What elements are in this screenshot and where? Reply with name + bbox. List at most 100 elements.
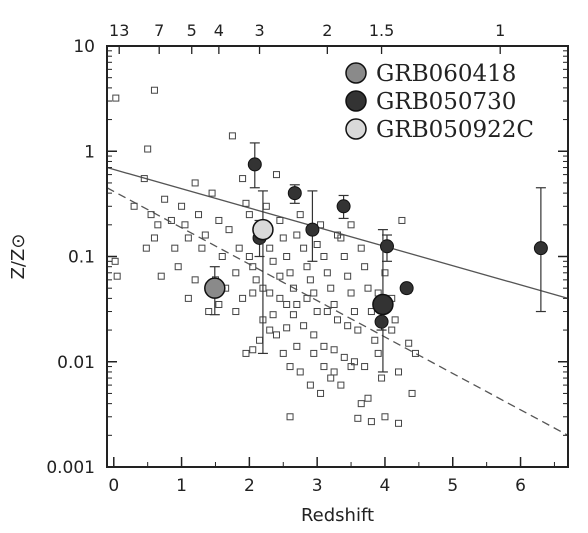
qso-dla-point (327, 374, 335, 382)
qso-dla-point (279, 234, 287, 242)
qso-dla-point (249, 346, 257, 354)
qso-dla-point (310, 331, 318, 339)
qso-dla-point (276, 216, 284, 224)
qso-dla-point (357, 400, 365, 408)
qso-dla-point (313, 241, 321, 249)
qso-dla-point (198, 244, 206, 252)
qso-dla-point (208, 189, 216, 197)
qso-dla-point (272, 331, 280, 339)
qso-dla-point (266, 326, 274, 334)
qso-dla-point (317, 221, 325, 229)
qso-dla-point (347, 221, 355, 229)
qso-dla-point (391, 316, 399, 324)
qso-dla-point (344, 272, 352, 280)
y-axis-title: Z/Z⊙ (8, 234, 29, 280)
qso-dla-point (195, 211, 203, 219)
qso-dla-point (111, 257, 119, 265)
x-tick-label: 5 (447, 476, 458, 496)
top-tick-label: 5 (187, 21, 197, 40)
qso-dla-point (245, 211, 253, 219)
qso-dla-point (320, 342, 328, 350)
qso-dla-point (306, 381, 314, 389)
qso-dla-point (334, 316, 341, 324)
grb050922c-point (252, 218, 274, 241)
dla-point (336, 199, 351, 214)
qso-dla-point (320, 253, 328, 260)
dla-point (287, 186, 302, 201)
qso-dla-point (310, 349, 318, 357)
qso-dla-point (334, 231, 341, 239)
qso-dla-point (323, 269, 331, 277)
qso-dla-point (279, 349, 287, 357)
qso-dla-point (112, 94, 120, 102)
qso-dla-point (367, 308, 375, 316)
qso-dla-point (150, 86, 158, 94)
qso-dla-point (218, 253, 226, 260)
top-tick-label: 1 (495, 21, 505, 40)
x-tick-label: 0 (108, 476, 119, 496)
qso-dla-point (249, 263, 257, 271)
top-tick-label: 4 (214, 21, 224, 40)
x-tick-label: 6 (515, 476, 526, 496)
qso-dla-point (266, 244, 274, 252)
dla-point (247, 157, 262, 172)
qso-dla-point (289, 311, 297, 319)
dla-points-with-errors (247, 142, 548, 331)
qso-dla-point (300, 322, 308, 330)
qso-dla-point (327, 284, 335, 292)
qso-dla-point (113, 272, 121, 280)
qso-dla-point (310, 289, 318, 297)
qso-dla-point (381, 269, 389, 277)
qso-dla-point (184, 294, 192, 302)
y-tick-label: 0.01 (57, 353, 95, 373)
qso-dla-point (242, 349, 250, 357)
qso-dla-point (323, 308, 331, 316)
top-tick-label: 7 (154, 21, 164, 40)
qso-dla-point (181, 221, 189, 229)
qso-dla-point (161, 195, 169, 203)
solid-fit-line (106, 166, 569, 300)
qso-dla-point (239, 175, 247, 183)
qso-dla-point (293, 342, 301, 350)
qso-dla-point (354, 414, 362, 422)
y-tick-label: 10 (73, 37, 95, 57)
qso-dla-point (266, 289, 274, 297)
qso-dla-point (228, 132, 236, 140)
qso-dla-point (367, 418, 375, 426)
qso-dla-point (191, 179, 199, 187)
x-tick-label: 2 (244, 476, 255, 496)
legend-label: GRB050730 (376, 89, 516, 115)
qso-dla-point (269, 311, 277, 319)
qso-dla-point (330, 300, 338, 308)
legend-marker (345, 118, 367, 140)
qso-dla-point (361, 363, 369, 371)
qso-dla-point (283, 300, 291, 308)
qso-dla-point (144, 145, 152, 153)
qso-dla-point (296, 211, 304, 219)
qso-dla-point (215, 300, 223, 308)
qso-dla-point (361, 263, 369, 271)
qso-dla-point (289, 284, 297, 292)
dla-point (305, 222, 320, 237)
qso-dla-point (405, 339, 413, 347)
qso-dla-point (340, 253, 348, 260)
qso-dla-point (364, 284, 372, 292)
qso-dla-point (395, 368, 403, 376)
qso-dla-point (242, 199, 250, 207)
qso-dla-point (232, 269, 240, 277)
qso-dla-point (276, 272, 284, 280)
y-tick-label: 1 (84, 142, 95, 162)
qso-dla-point (347, 289, 355, 297)
qso-dla-point (283, 324, 291, 332)
qso-dla-point (317, 389, 325, 397)
qso-dla-point (272, 171, 280, 179)
qso-dla-point (201, 231, 209, 239)
qso-dla-point (283, 253, 291, 260)
grb-points (204, 190, 394, 373)
qso-dla-point (276, 294, 284, 302)
qso-dla-point (171, 244, 179, 252)
legend-marker (345, 62, 367, 84)
